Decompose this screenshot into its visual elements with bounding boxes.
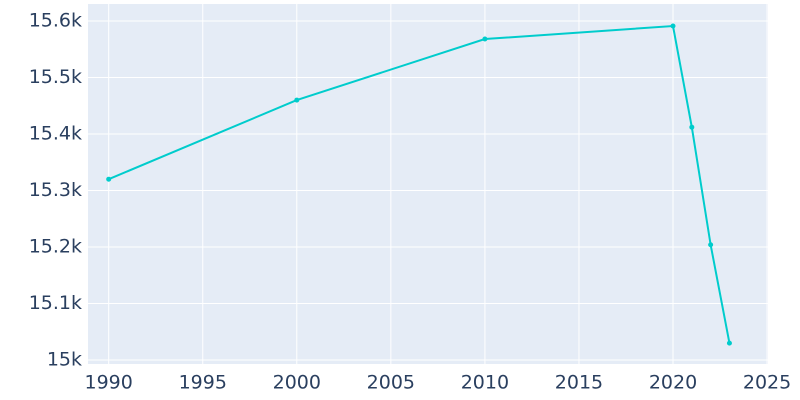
y-tick-label: 15.4k: [29, 122, 82, 144]
y-tick-label: 15.3k: [29, 179, 82, 201]
x-tick-label: 2015: [555, 372, 603, 394]
x-tick-label: 2005: [367, 372, 415, 394]
point: [670, 23, 676, 29]
point: [294, 97, 300, 103]
x-tick-label: 1995: [179, 372, 227, 394]
point: [708, 242, 714, 248]
x-tick-label: 2000: [273, 372, 321, 394]
y-tick-label: 15k: [47, 349, 82, 371]
x-tick-label: 2025: [743, 372, 791, 394]
y-tick-label: 15.2k: [29, 236, 82, 258]
point: [689, 124, 695, 130]
point: [726, 340, 732, 346]
y-tick-label: 15.5k: [29, 66, 82, 88]
x-tick-label: 2020: [649, 372, 697, 394]
point: [106, 176, 112, 182]
y-tick-label: 15.6k: [29, 9, 82, 31]
x-tick-label: 1990: [85, 372, 133, 394]
point: [482, 36, 488, 42]
y-tick-label: 15.1k: [29, 292, 82, 314]
x-tick-label: 2010: [461, 372, 509, 394]
